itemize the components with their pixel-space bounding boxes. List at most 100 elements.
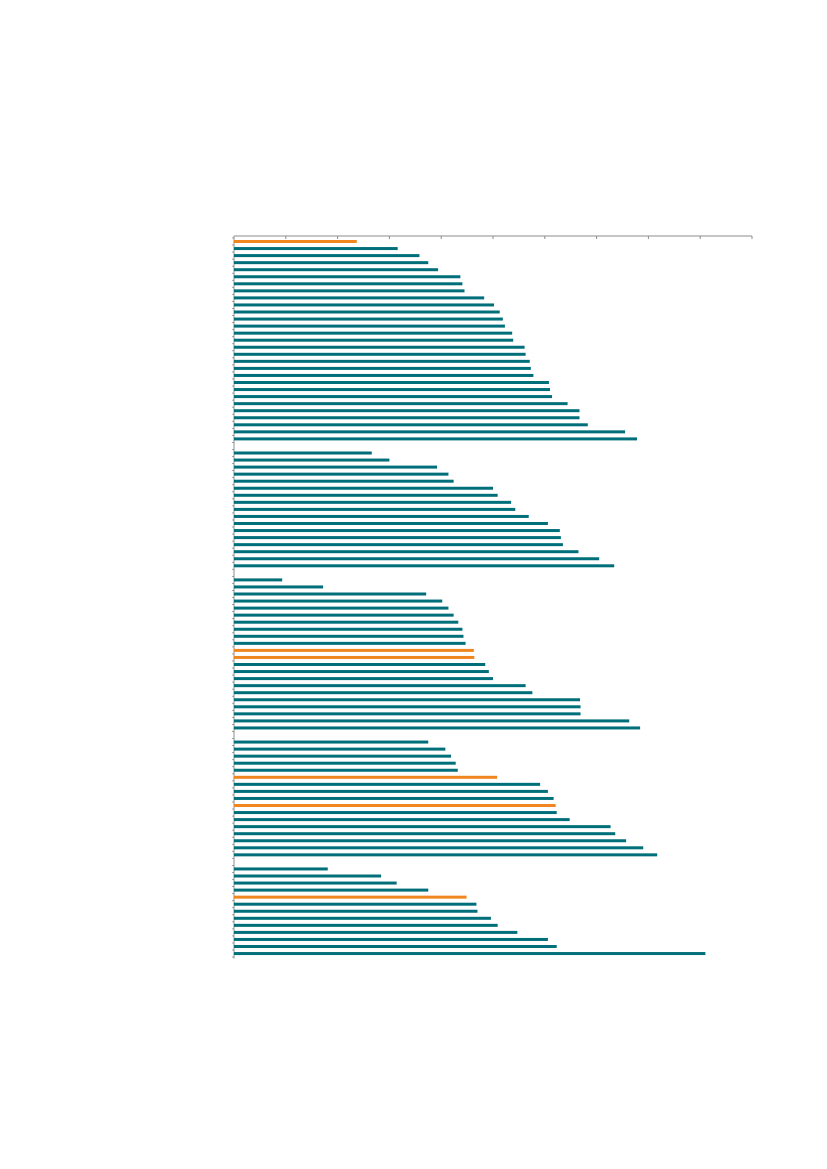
bar (234, 712, 581, 716)
bar (234, 811, 557, 815)
bar (234, 359, 530, 363)
highlighted-bar (234, 895, 467, 899)
bar (234, 796, 554, 800)
bar (234, 317, 503, 321)
bar (234, 310, 500, 314)
bar (234, 522, 548, 525)
bar (234, 254, 420, 258)
bar (234, 881, 397, 885)
bar (234, 352, 526, 356)
bar (234, 324, 505, 328)
bar (234, 698, 581, 702)
bar (234, 606, 449, 610)
bar (234, 789, 548, 793)
bar (234, 423, 588, 427)
bar (234, 345, 525, 349)
bar (234, 691, 533, 695)
bar (234, 416, 580, 420)
bar (234, 261, 429, 265)
bar (234, 916, 491, 920)
bar (234, 853, 658, 857)
highlighted-bar (234, 648, 474, 652)
bar (234, 825, 611, 829)
bar (234, 620, 459, 624)
chart-axes (232, 235, 753, 959)
bar (234, 726, 641, 730)
bar (234, 388, 550, 392)
bar (234, 761, 456, 765)
bar (234, 782, 541, 786)
bar (234, 331, 513, 335)
bar (234, 409, 580, 413)
bar (234, 486, 493, 490)
bar (234, 684, 526, 688)
highlighted-bar (234, 655, 475, 659)
bar (234, 451, 372, 455)
bar (234, 754, 452, 758)
bar (234, 670, 489, 674)
bar (234, 839, 627, 843)
bar (234, 874, 382, 878)
bar (234, 888, 429, 892)
bar (234, 373, 534, 377)
bar (234, 437, 638, 441)
bar (234, 550, 579, 554)
bar (234, 557, 600, 561)
bar (234, 296, 485, 300)
bar (234, 381, 549, 384)
bar (234, 536, 561, 540)
bar (234, 923, 498, 927)
bar (234, 507, 516, 511)
bar (234, 902, 477, 906)
bar (234, 705, 581, 709)
bar (234, 846, 644, 850)
bar (234, 952, 706, 956)
bar (234, 500, 512, 504)
bar (234, 543, 563, 547)
bar (234, 930, 518, 934)
bar (234, 747, 446, 751)
bar (234, 768, 458, 772)
bar (234, 585, 324, 589)
bar (234, 564, 615, 568)
bar (234, 832, 616, 836)
bar (234, 303, 495, 307)
bar (234, 430, 626, 434)
bar (234, 472, 449, 476)
bar (234, 395, 553, 399)
bar (234, 627, 463, 631)
bar (234, 289, 465, 293)
bar (234, 514, 529, 518)
bar (234, 599, 443, 603)
bar (234, 592, 427, 596)
bar (234, 493, 498, 497)
highlighted-bar (234, 775, 498, 779)
bar (234, 945, 557, 948)
bar (234, 338, 514, 342)
bar (234, 663, 486, 666)
bar (234, 458, 390, 462)
highlighted-bar (234, 804, 556, 807)
bar (234, 740, 429, 744)
bar (234, 479, 454, 483)
bar (234, 465, 438, 469)
bar (234, 909, 478, 913)
bar (234, 677, 493, 681)
bar (234, 529, 560, 533)
bar (234, 366, 531, 370)
highlighted-bar (234, 240, 357, 243)
bar (234, 275, 461, 279)
bar (234, 402, 568, 406)
bar (234, 634, 464, 638)
bar (234, 247, 398, 251)
bar (234, 719, 630, 723)
chart-bars (234, 240, 706, 956)
bar (234, 867, 328, 871)
bar (234, 641, 466, 645)
bar (234, 282, 463, 286)
bar (234, 937, 548, 941)
bar (234, 613, 454, 617)
bar (234, 578, 283, 582)
bar (234, 818, 570, 822)
